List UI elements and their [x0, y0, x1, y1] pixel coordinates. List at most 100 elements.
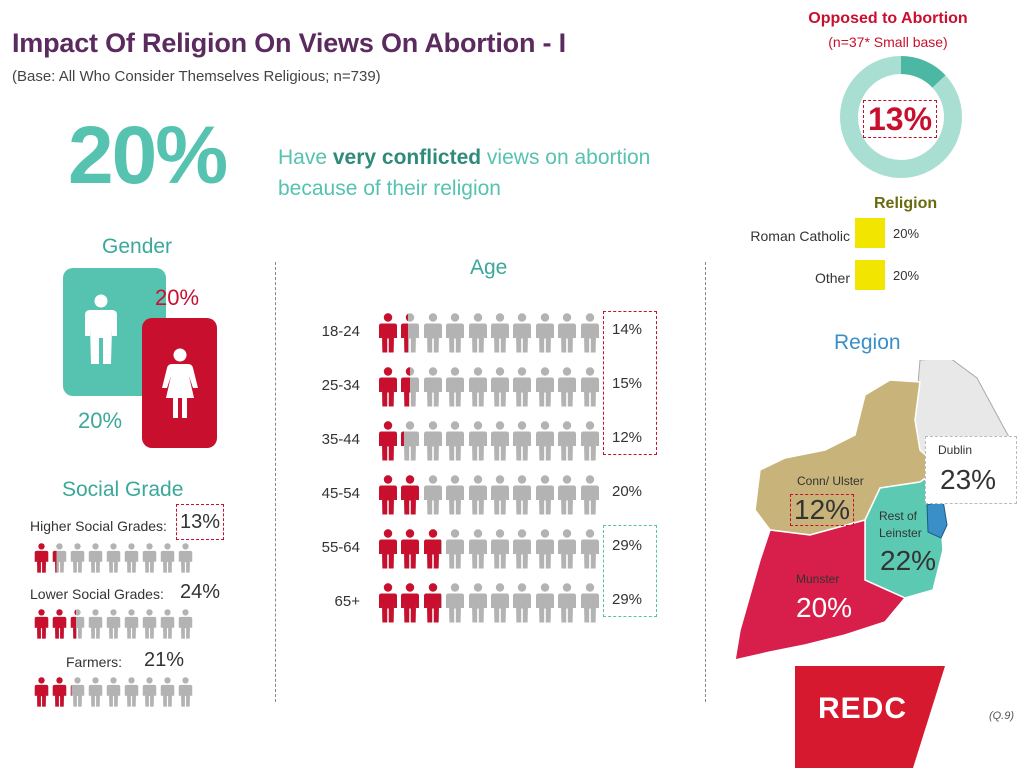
opposed-value: 13% — [863, 100, 937, 138]
person-icon — [557, 367, 577, 407]
person-icon — [160, 674, 175, 710]
opposed-title: Opposed to Abortion — [808, 10, 968, 27]
region-dublin — [926, 499, 948, 539]
social-grade-value: 21% — [144, 649, 185, 671]
female-icon — [162, 348, 198, 418]
age-value: 15% — [612, 375, 643, 392]
person-icon — [378, 367, 398, 407]
headline-text-pre: Have — [278, 146, 333, 169]
region-map — [734, 360, 1015, 660]
person-icon — [178, 674, 193, 710]
person-icon — [468, 313, 488, 353]
person-icon — [468, 583, 488, 623]
person-icon — [34, 674, 49, 710]
social-grade-value: 13% — [176, 504, 225, 540]
person-icon — [557, 475, 577, 515]
person-icon — [70, 606, 85, 642]
person-icon — [580, 475, 600, 515]
male-icon — [85, 294, 117, 364]
person-icon — [468, 421, 488, 461]
age-icon-row — [378, 313, 602, 353]
person-icon — [423, 367, 443, 407]
person-icon — [34, 540, 49, 576]
age-icon-row — [378, 367, 602, 407]
age-value: 29% — [612, 537, 643, 554]
gender-male-value: 20% — [78, 408, 123, 433]
age-highlight-low — [603, 311, 657, 455]
person-icon — [106, 674, 121, 710]
person-icon — [580, 367, 600, 407]
person-icon — [423, 313, 443, 353]
divider-right — [705, 262, 706, 702]
age-label: 45-54 — [321, 485, 360, 502]
age-label: 25-34 — [321, 377, 360, 394]
person-icon — [124, 540, 139, 576]
region-value-rest-of-leinster: 22% — [880, 545, 937, 576]
divider-left — [275, 262, 276, 702]
person-icon — [557, 421, 577, 461]
age-icon-row — [378, 421, 602, 461]
person-icon — [535, 529, 555, 569]
person-icon — [445, 529, 465, 569]
person-icon — [378, 421, 398, 461]
person-icon — [512, 367, 532, 407]
religion-box-other — [855, 260, 885, 290]
person-icon — [88, 606, 103, 642]
region-value-munster: 20% — [796, 592, 853, 623]
person-icon — [535, 367, 555, 407]
person-icon — [445, 367, 465, 407]
person-icon — [378, 313, 398, 353]
person-icon — [535, 583, 555, 623]
region-label-rest-of-leinster: Rest of Leinster — [879, 509, 922, 540]
region-munster — [734, 519, 907, 660]
person-icon — [106, 606, 121, 642]
person-icon — [580, 421, 600, 461]
age-highlight-high — [603, 525, 657, 617]
age-value: 12% — [612, 429, 643, 446]
person-icon — [378, 475, 398, 515]
religion-title: Religion — [874, 195, 938, 212]
person-icon — [400, 583, 420, 623]
age-value: 20% — [612, 483, 643, 500]
person-icon — [52, 606, 67, 642]
person-icon — [557, 529, 577, 569]
opposed-base: (n=37* Small base) — [828, 34, 948, 50]
person-icon — [124, 674, 139, 710]
person-icon — [445, 313, 465, 353]
redc-logo — [795, 666, 945, 768]
person-icon — [423, 421, 443, 461]
region-label-conn-ulster: Conn/ Ulster — [797, 474, 864, 488]
footnote: (Q.9) — [988, 710, 1014, 722]
age-icon-row — [378, 475, 602, 515]
age-value: 14% — [612, 321, 643, 338]
person-icon — [557, 583, 577, 623]
social-grade-title: Social Grade — [62, 478, 184, 501]
person-icon — [468, 367, 488, 407]
person-icon — [580, 529, 600, 569]
opposed-donut — [840, 56, 962, 178]
person-icon — [88, 674, 103, 710]
person-icon — [70, 674, 85, 710]
page-title: Impact Of Religion On Views On Abortion … — [12, 28, 566, 58]
person-icon — [490, 313, 510, 353]
person-icon — [124, 606, 139, 642]
person-icon — [378, 529, 398, 569]
social-grade-label: Lower Social Grades: — [30, 586, 164, 602]
religion-value-other: 20% — [893, 268, 920, 283]
social-grade-label: Farmers: — [66, 654, 122, 670]
age-icon-row — [378, 529, 602, 569]
age-value: 29% — [612, 591, 643, 608]
dublin-callout — [925, 436, 1017, 504]
person-icon — [142, 606, 157, 642]
person-icon — [178, 540, 193, 576]
gender-female-card — [142, 318, 217, 448]
person-icon — [512, 583, 532, 623]
person-icon — [557, 313, 577, 353]
region-label-munster: Munster — [796, 572, 840, 586]
person-icon — [142, 540, 157, 576]
religion-label-other: Other — [814, 270, 850, 286]
age-icon-row — [378, 583, 602, 623]
region-value-dublin: 23% — [940, 464, 997, 495]
person-icon — [400, 529, 420, 569]
religion-label-roman-catholic: Roman Catholic — [750, 228, 850, 244]
